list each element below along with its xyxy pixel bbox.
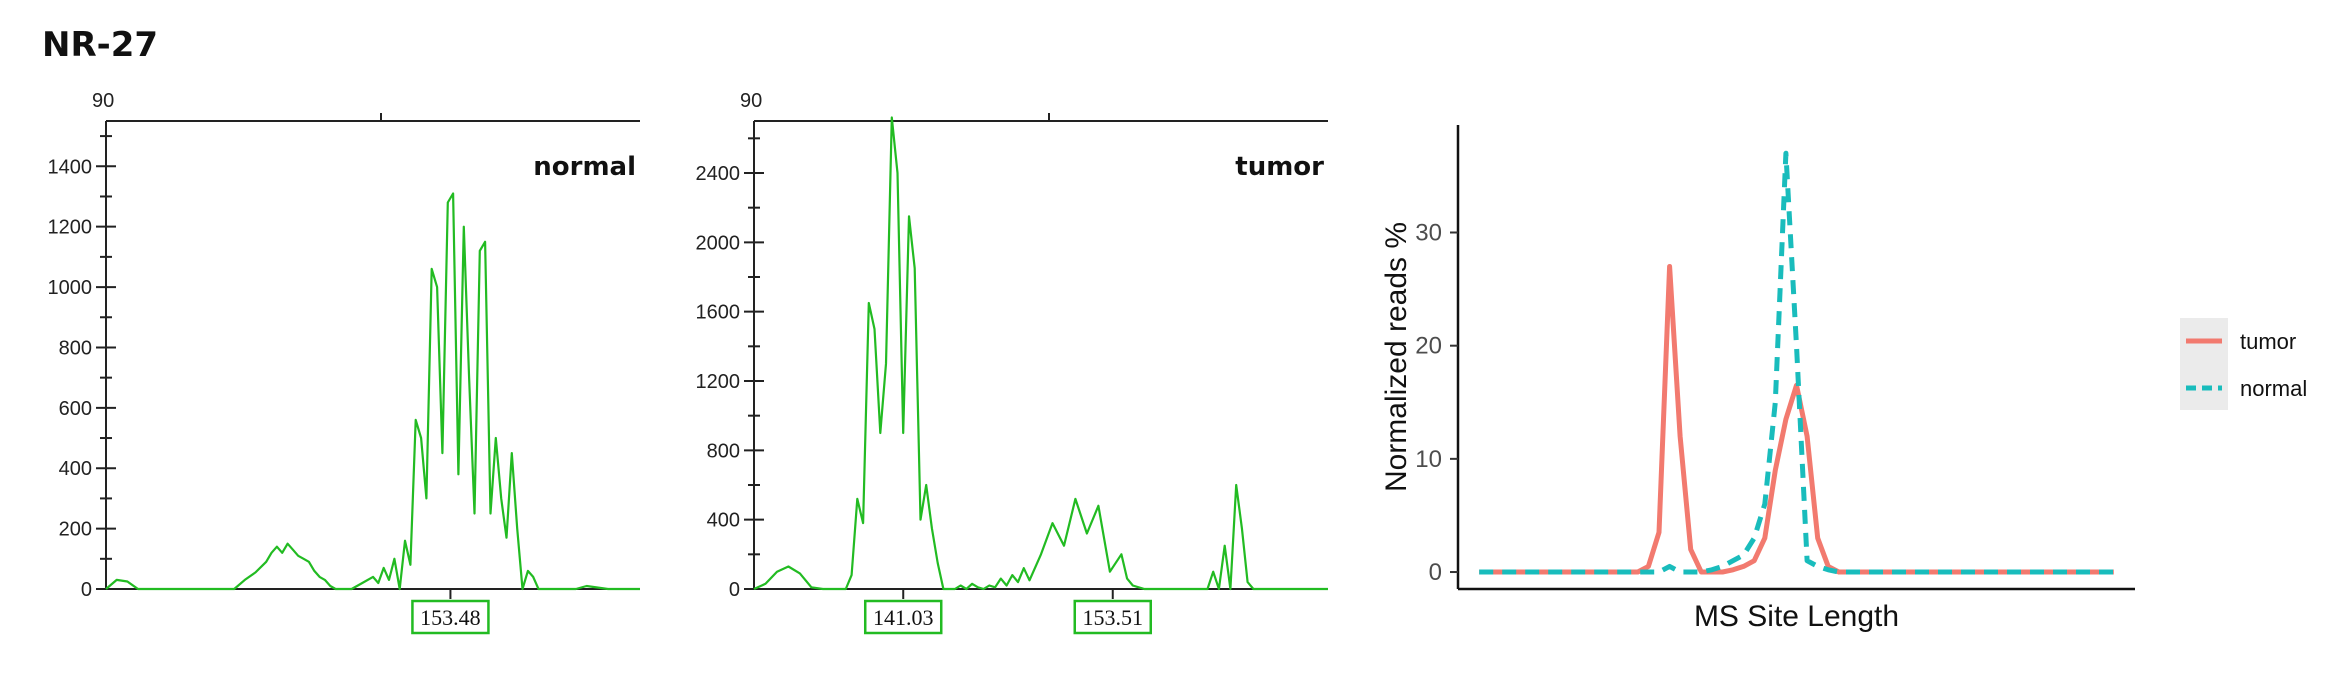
peak-marker-label: 153.48 [420,605,481,630]
y-tick-label: 200 [59,519,92,541]
peak-marker-box [411,599,490,635]
chart-tumor-electropherogram: 90 0 400 800 1200 1600 2000 2400 tumor 141.03 153.… [696,90,1328,635]
y-tick-label: 1000 [48,277,93,299]
peak-marker-box [1073,599,1152,635]
y-tick-label: 2000 [696,232,741,254]
peak-marker-box [863,599,943,635]
legend-key-background [2180,318,2228,410]
signal-trace [105,192,640,591]
peak-marker-label: 153.51 [1083,605,1144,630]
y-tick-label: 2400 [696,163,741,185]
panel-label: normal [533,152,636,182]
top-axis-label: 90 [92,90,114,112]
series-line-normal [1479,150,2114,575]
y-tick-label: 0 [1429,559,1442,586]
y-tick-label: 30 [1415,220,1442,247]
y-tick-label: 20 [1415,333,1442,360]
y-tick-label: 1200 [696,371,741,393]
top-axis-label: 90 [740,90,762,112]
chart-normal-electropherogram: 90 0 200 400 600 800 1000 1200 1400 normal 153.48 [48,90,640,635]
y-axis-label: Normalized reads % [1380,222,1413,492]
legend-entry: normal [2240,376,2307,401]
y-tick-label: 600 [59,398,92,420]
y-tick-label: 10 [1415,446,1442,473]
y-tick-label: 1200 [48,217,93,239]
y-tick-label: 1600 [696,302,741,324]
peak-marker-label: 141.03 [873,605,934,630]
signal-trace [753,116,1328,591]
y-tick-label: 400 [59,458,92,480]
y-tick-label: 0 [81,579,92,601]
x-axis-label: MS Site Length [1694,600,1899,633]
y-tick-label: 400 [707,510,740,532]
figure-title: NR-27 [42,25,158,65]
y-tick-label: 800 [59,337,92,359]
y-tick-label: 800 [707,440,740,462]
panel-label: tumor [1235,152,1324,182]
legend-entry: tumor [2240,329,2296,354]
y-tick-label: 0 [729,579,740,601]
chart-normalized-reads: 0 10 20 30 MS Site Length Normalized reads % t… [1380,125,2307,633]
y-tick-label: 1400 [48,156,93,178]
